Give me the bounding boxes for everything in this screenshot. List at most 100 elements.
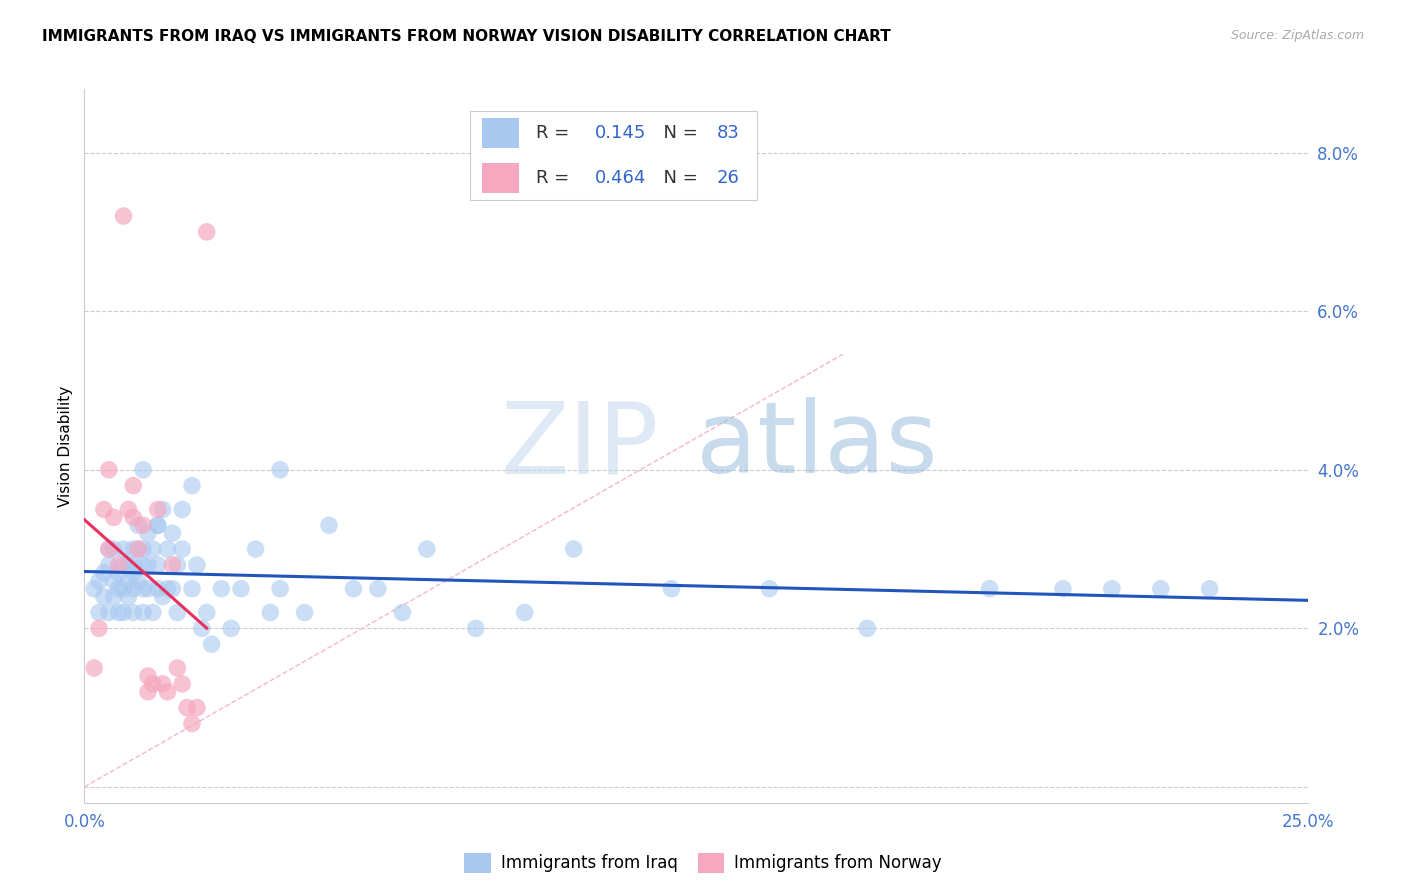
Text: R =: R = xyxy=(536,124,575,142)
Text: 26: 26 xyxy=(717,169,740,186)
Point xyxy=(83,582,105,596)
Text: 83: 83 xyxy=(717,124,740,142)
Point xyxy=(318,518,340,533)
Point xyxy=(172,542,194,557)
Point xyxy=(122,542,145,557)
Point xyxy=(107,582,129,596)
Legend: Immigrants from Iraq, Immigrants from Norway: Immigrants from Iraq, Immigrants from No… xyxy=(457,847,949,880)
Point xyxy=(112,209,135,223)
Point xyxy=(117,558,139,572)
Point xyxy=(162,558,184,572)
Point xyxy=(269,582,291,596)
Point xyxy=(367,582,389,596)
Point xyxy=(132,542,155,557)
Point xyxy=(166,606,188,620)
Point xyxy=(112,606,135,620)
Point xyxy=(758,582,780,596)
Point xyxy=(259,606,281,620)
Text: ZIP: ZIP xyxy=(501,398,659,494)
Text: 0.464: 0.464 xyxy=(595,169,645,186)
Point xyxy=(117,502,139,516)
Point xyxy=(127,518,149,533)
Point xyxy=(186,700,208,714)
FancyBboxPatch shape xyxy=(470,111,758,200)
Point xyxy=(195,606,218,620)
Point xyxy=(172,502,194,516)
Point xyxy=(166,661,188,675)
Point xyxy=(103,574,125,588)
Point xyxy=(132,582,155,596)
Point xyxy=(87,574,110,588)
Point xyxy=(186,558,208,572)
Point xyxy=(661,582,683,596)
Point xyxy=(391,606,413,620)
Point xyxy=(107,606,129,620)
Point xyxy=(87,606,110,620)
Point xyxy=(1052,582,1074,596)
Point xyxy=(209,582,232,596)
Point xyxy=(464,621,486,635)
Point xyxy=(136,558,159,572)
Y-axis label: Vision Disability: Vision Disability xyxy=(58,385,73,507)
Point xyxy=(93,502,115,516)
Point xyxy=(136,582,159,596)
Point xyxy=(136,669,159,683)
Point xyxy=(146,558,169,572)
Text: 0.145: 0.145 xyxy=(595,124,645,142)
Point xyxy=(269,463,291,477)
Point xyxy=(156,582,179,596)
Point xyxy=(162,582,184,596)
Text: atlas: atlas xyxy=(696,398,938,494)
Point xyxy=(172,677,194,691)
Point xyxy=(142,677,165,691)
Text: N =: N = xyxy=(652,169,703,186)
Point xyxy=(142,542,165,557)
Point xyxy=(93,566,115,580)
Point xyxy=(1198,582,1220,596)
Point xyxy=(181,478,204,492)
Point xyxy=(513,606,536,620)
Point xyxy=(97,558,120,572)
Point xyxy=(103,590,125,604)
Point xyxy=(146,518,169,533)
Point xyxy=(162,526,184,541)
Point xyxy=(112,542,135,557)
Point xyxy=(146,582,169,596)
Point xyxy=(127,542,149,557)
Point xyxy=(122,478,145,492)
Point xyxy=(152,502,174,516)
Point xyxy=(229,582,252,596)
Point xyxy=(132,463,155,477)
Point xyxy=(127,542,149,557)
Point xyxy=(166,558,188,572)
Point xyxy=(127,574,149,588)
Point xyxy=(156,685,179,699)
Point xyxy=(117,590,139,604)
Point xyxy=(122,558,145,572)
Point xyxy=(146,518,169,533)
Point xyxy=(562,542,585,557)
Point xyxy=(342,582,364,596)
Point xyxy=(122,510,145,524)
Point xyxy=(152,590,174,604)
Point xyxy=(117,574,139,588)
Bar xyxy=(482,162,519,193)
Text: N =: N = xyxy=(652,124,703,142)
Point xyxy=(195,225,218,239)
Point xyxy=(979,582,1001,596)
Point xyxy=(107,558,129,572)
Point xyxy=(103,542,125,557)
Point xyxy=(191,621,214,635)
Point xyxy=(112,558,135,572)
Bar xyxy=(482,118,519,148)
Point xyxy=(181,716,204,731)
Point xyxy=(112,582,135,596)
Point xyxy=(176,700,198,714)
Point xyxy=(132,558,155,572)
Point xyxy=(93,590,115,604)
Point xyxy=(1101,582,1123,596)
Point xyxy=(156,542,179,557)
Point xyxy=(416,542,439,557)
Point xyxy=(294,606,316,620)
Point xyxy=(856,621,879,635)
